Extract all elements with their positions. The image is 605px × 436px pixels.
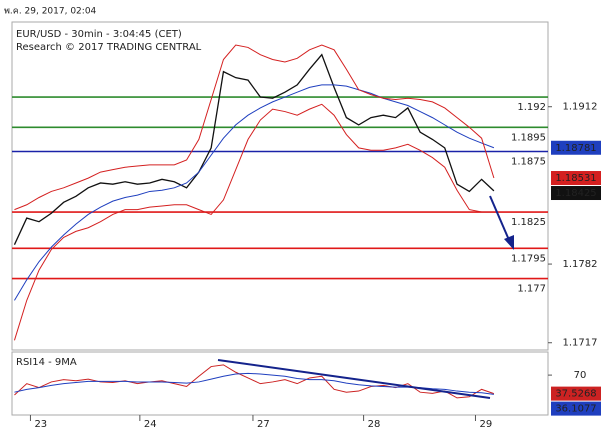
- value-tag-label: 1.18781: [555, 143, 596, 154]
- value-tag: [551, 401, 601, 416]
- level-label: 1.177: [517, 284, 546, 295]
- level-label: 1.192: [517, 102, 546, 113]
- rsi-trendline: [217, 359, 491, 399]
- arrow-head: [504, 235, 514, 250]
- value-tag-label: 1.18531: [555, 173, 596, 184]
- value-tag-label: 36.1077: [555, 404, 596, 415]
- rsi-panel: [11, 351, 549, 416]
- y-tick-label: 1.1717: [563, 338, 598, 349]
- series-line: [13, 103, 494, 341]
- y-tick-label: 70: [574, 370, 587, 381]
- level-label: 1.1875: [511, 157, 546, 168]
- y-tick-label: 1.1912: [563, 102, 598, 113]
- level-label: 1.1895: [511, 132, 546, 143]
- chart-subtitle: Research © 2017 TRADING CENTRAL: [16, 42, 202, 53]
- level-label: 1.1795: [511, 253, 546, 264]
- x-tick-label: 27: [257, 419, 270, 430]
- chart-title: EUR/USD - 30min - 3:04:45 (CET): [16, 29, 182, 40]
- value-tag-label: 37.5268: [555, 389, 596, 400]
- y-tick-label: 1.1782: [563, 259, 598, 270]
- x-tick-label: 24: [144, 419, 157, 430]
- value-tag: [551, 140, 601, 155]
- value-tag: [551, 171, 601, 186]
- timestamp: พ.ค. 29, 2017, 02:04: [4, 7, 97, 17]
- x-tick-label: 29: [479, 419, 492, 430]
- series-line: [14, 44, 495, 211]
- value-tag-label: 1.18425: [555, 188, 596, 199]
- series-line: [13, 53, 495, 245]
- level-label: 1.1825: [511, 217, 546, 228]
- value-tag: [551, 386, 601, 401]
- value-tag: [551, 186, 601, 201]
- main-panel: [11, 21, 549, 351]
- plot: 1.192 1.1895 1.1875 1.1825 1.1795 1.177 1.1912…: [12, 44, 601, 430]
- x-tick-label: 23: [34, 419, 47, 430]
- series-line: [14, 84, 495, 301]
- rsi-title: RSI14 - 9MA: [16, 357, 77, 368]
- trend-arrow: [489, 195, 510, 241]
- x-tick-label: 28: [368, 419, 381, 430]
